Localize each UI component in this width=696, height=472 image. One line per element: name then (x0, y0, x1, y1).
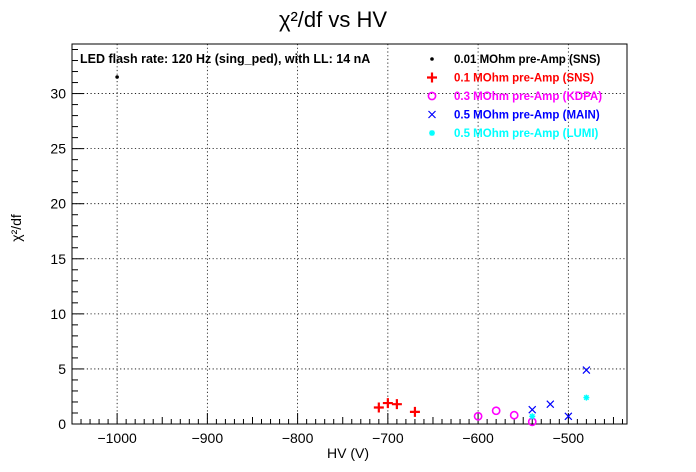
data-point (529, 413, 536, 420)
legend-label: 0.5 MOhm pre-Amp (LUMI) (454, 128, 599, 140)
y-tick-label: 20 (50, 196, 66, 212)
data-point (115, 75, 119, 79)
series-1 (373, 398, 420, 417)
legend-item: 0.01 MOhm pre-Amp (SNS) (430, 54, 600, 66)
series-0 (115, 75, 119, 79)
x-tick-label: −500 (553, 430, 585, 446)
data-point (582, 366, 591, 374)
chart-title: χ²/df vs HV (279, 7, 387, 32)
legend-marker (427, 72, 437, 83)
legend-marker (428, 110, 436, 119)
legend: 0.01 MOhm pre-Amp (SNS) 0.1 MOhm pre-Amp … (427, 54, 602, 140)
data-point (546, 400, 555, 409)
series-3 (528, 366, 591, 421)
x-tick-label: −600 (462, 430, 494, 446)
x-tick-label: −900 (192, 430, 224, 446)
x-tick-label: −1000 (97, 430, 137, 446)
chart-annotation: LED flash rate: 120 Hz (sing_ped), with … (80, 52, 370, 66)
legend-item: 0.5 MOhm pre-Amp (MAIN) (428, 110, 600, 122)
data-point (391, 399, 402, 410)
data-points (115, 75, 591, 427)
plot-frame (71, 43, 628, 425)
legend-item: 0.5 MOhm pre-Amp (LUMI) (429, 128, 599, 140)
data-point (564, 412, 573, 421)
y-tick-label: 5 (58, 361, 66, 377)
data-point (528, 405, 537, 414)
data-point (382, 398, 393, 409)
x-axis-label: HV (V) (327, 445, 369, 461)
legend-label: 0.5 MOhm pre-Amp (MAIN) (454, 110, 600, 122)
legend-marker (429, 130, 435, 136)
data-point (509, 410, 519, 420)
y-tick-label: 30 (50, 86, 66, 102)
legend-item: 0.1 MOhm pre-Amp (SNS) (427, 72, 594, 85)
y-tick-label: 0 (58, 416, 66, 432)
data-point (409, 406, 420, 417)
series-4 (529, 394, 590, 420)
y-tick-label: 15 (50, 251, 66, 267)
y-tick-label: 25 (50, 141, 66, 157)
data-point (583, 394, 590, 401)
legend-label: 0.01 MOhm pre-Amp (SNS) (454, 54, 600, 66)
x-tick-label: −800 (282, 430, 314, 446)
grid (72, 44, 627, 424)
x-tick-label: −700 (372, 430, 404, 446)
legend-item: 0.3 MOhm pre-Amp (KDPA) (427, 91, 602, 103)
axes: −1000 −900 −800 −700 −600 −500 0 5 10 15 20 25 30 (50, 49, 623, 446)
legend-marker (430, 57, 434, 61)
data-point (473, 411, 483, 421)
data-point (491, 406, 501, 416)
legend-label: 0.3 MOhm pre-Amp (KDPA) (454, 91, 602, 103)
y-tick-label: 10 (50, 306, 66, 322)
legend-label: 0.1 MOhm pre-Amp (SNS) (454, 73, 594, 85)
data-point (373, 402, 384, 413)
y-axis-label: χ²/df (8, 214, 24, 242)
legend-marker (427, 91, 437, 101)
